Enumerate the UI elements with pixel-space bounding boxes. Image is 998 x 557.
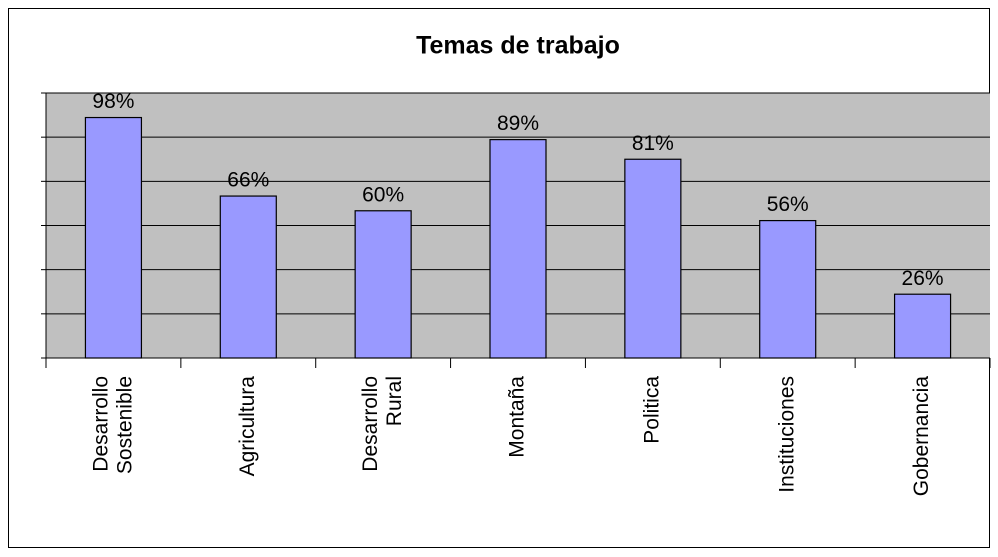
bar [759, 219, 817, 359]
x-tick-label: Agricultura [236, 376, 259, 477]
x-tick-label: Desarrollo Sostenible [89, 376, 136, 480]
bar [624, 158, 682, 359]
x-tick-label: Gobernancia [910, 376, 933, 497]
x-tick-label: Instituciones [775, 376, 798, 493]
x-tick-label: Desarrollo Rural [359, 376, 406, 472]
value-label: 98% [92, 90, 134, 113]
value-label: 89% [497, 112, 539, 135]
value-label: 60% [362, 183, 404, 206]
bar [219, 195, 277, 359]
value-label: 26% [902, 267, 944, 290]
value-label: 81% [632, 132, 674, 155]
x-tick-label: Montaña [506, 376, 529, 458]
bar [84, 116, 143, 359]
bar [489, 139, 547, 359]
x-tick-label: Politica [640, 376, 663, 444]
value-label: 66% [227, 169, 269, 192]
bar [893, 293, 952, 359]
bar [354, 210, 412, 359]
value-label: 56% [767, 193, 809, 216]
chart-title: Temas de trabajo [416, 32, 620, 60]
